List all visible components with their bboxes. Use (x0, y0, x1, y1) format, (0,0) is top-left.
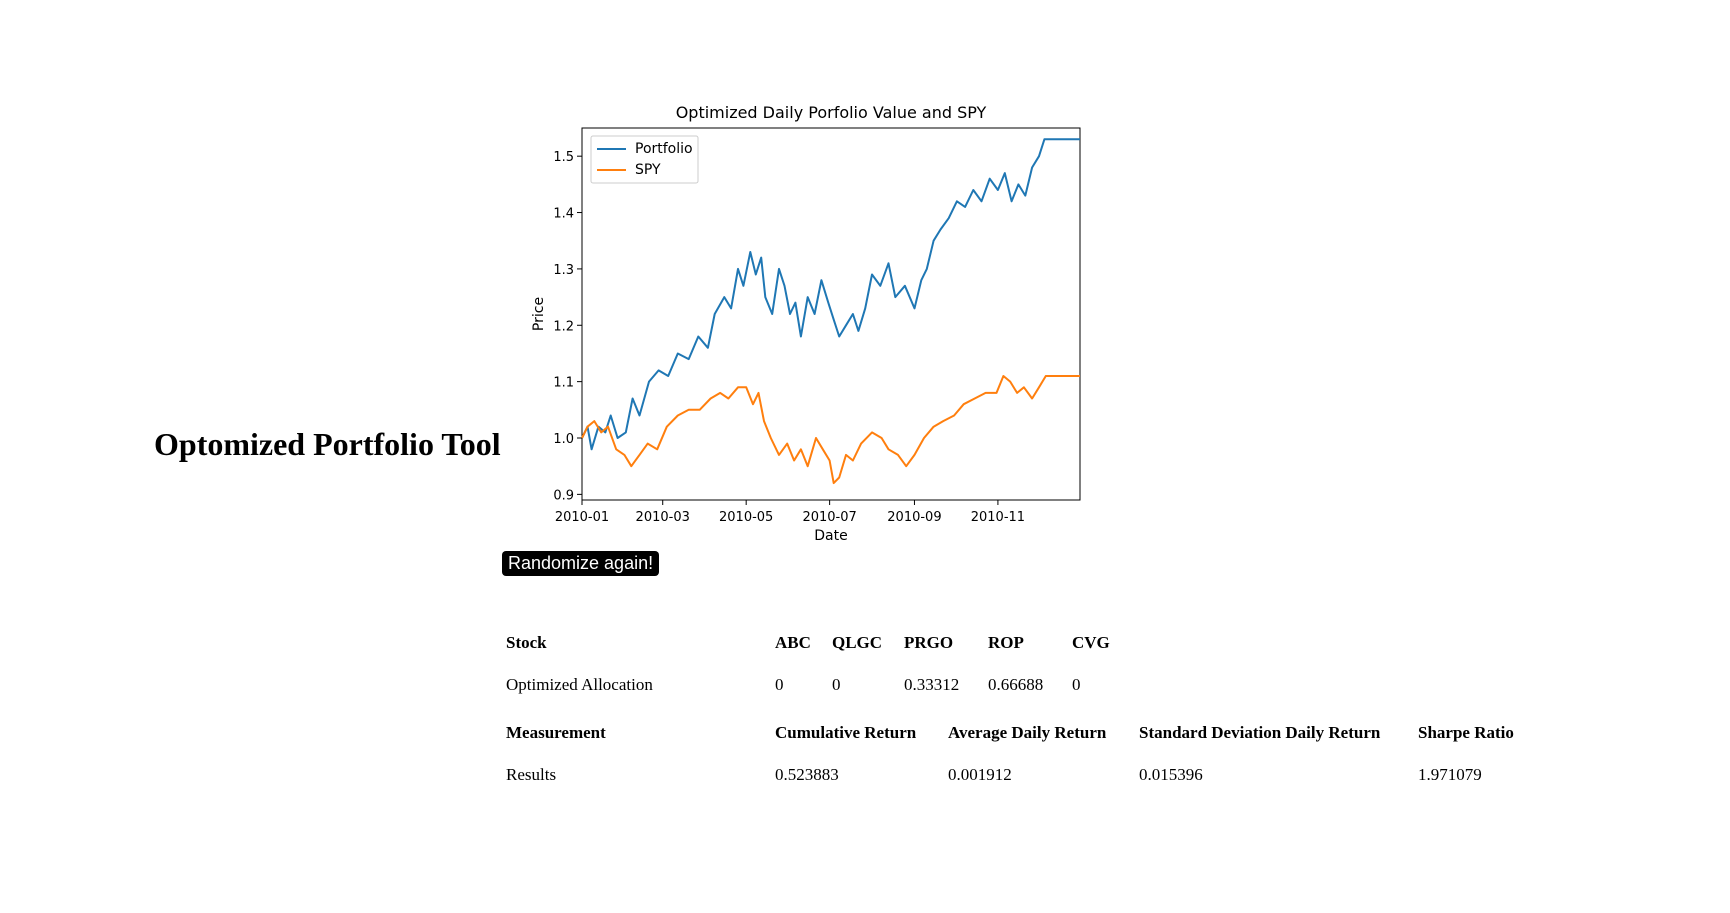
legend-box (590, 135, 699, 184)
randomize-button[interactable]: Randomize again! (502, 551, 660, 576)
y-axis: 0.9 1.0 1.1 1.2 1.3 1.4 1.5 (553, 150, 582, 503)
metric-name: Sharpe Ratio (1418, 723, 1514, 742)
x-tick-label: 2010-05 (719, 510, 773, 525)
allocation-value: 0.66688 (988, 675, 1044, 694)
y-tick-label: 1.1 (553, 376, 574, 391)
metric-name: Cumulative Return (775, 723, 917, 742)
chart-title: Optimized Daily Porfolio Value and SPY (676, 103, 987, 122)
metric-value: 0.523883 (775, 765, 839, 784)
y-tick-label: 1.2 (553, 319, 574, 334)
y-axis-label: Price (531, 297, 547, 331)
page-title: Optomized Portfolio Tool (154, 426, 501, 462)
metrics-table: Measurement Cumulative Return Average Da… (502, 702, 1518, 806)
y-tick-label: 0.9 (553, 488, 574, 503)
results-row-label: Results (506, 765, 557, 784)
allocation-header-row: Stock ABC QLGC PRGO ROP CVG (506, 632, 1110, 654)
allocation-value: 0 (1072, 675, 1081, 694)
series-line-spy (581, 375, 1080, 485)
x-tick-label: 2010-01 (555, 510, 609, 525)
metric-value: 0.001912 (948, 765, 1012, 784)
stock-name: PRGO (904, 633, 954, 652)
x-axis-label: Date (814, 528, 847, 544)
metrics-header-row: Measurement Cumulative Return Average Da… (506, 722, 1514, 744)
y-tick-label: 1.0 (553, 432, 574, 447)
chart-legend: Portfolio SPY (590, 135, 699, 184)
series-line-portfolio (581, 138, 1080, 451)
legend-entry-spy: SPY (635, 162, 661, 178)
metric-name: Standard Deviation Daily Return (1139, 723, 1381, 742)
measurement-header: Measurement (506, 723, 606, 742)
allocation-value: 0 (832, 675, 841, 694)
metric-value: 1.971079 (1418, 765, 1482, 784)
y-tick-label: 1.5 (553, 150, 574, 165)
allocation-row-label: Optimized Allocation (506, 675, 653, 694)
metric-name: Average Daily Return (948, 723, 1107, 742)
x-axis: 2010-01 2010-03 2010-05 2010-07 2010-09 2010-… (555, 500, 1025, 525)
stock-header: Stock (506, 633, 547, 652)
results-table: Stock ABC QLGC PRGO ROP CVG Optimized Al… (502, 612, 1114, 716)
line-chart: Optimized Daily Porfolio Value and SPY 0… (531, 103, 1081, 544)
legend-entry-portfolio: Portfolio (635, 141, 693, 157)
x-tick-label: 2010-03 (636, 510, 690, 525)
stock-name: ABC (775, 633, 811, 652)
stock-name: CVG (1072, 633, 1110, 652)
y-tick-label: 1.3 (553, 263, 574, 278)
series-lines (581, 138, 1080, 485)
stock-name: ROP (988, 633, 1024, 652)
metrics-values-row: Results 0.523883 0.001912 0.015396 1.971… (506, 764, 1514, 786)
allocation-value: 0 (775, 675, 784, 694)
x-tick-label: 2010-11 (971, 510, 1025, 525)
allocation-values-row: Optimized Allocation 0 0 0.33312 0.66688… (506, 674, 1110, 696)
metric-value: 0.015396 (1139, 765, 1203, 784)
stock-name: QLGC (832, 633, 883, 652)
y-tick-label: 1.4 (553, 207, 574, 222)
x-tick-label: 2010-07 (802, 510, 856, 525)
x-tick-label: 2010-09 (887, 510, 941, 525)
allocation-value: 0.33312 (904, 675, 960, 694)
